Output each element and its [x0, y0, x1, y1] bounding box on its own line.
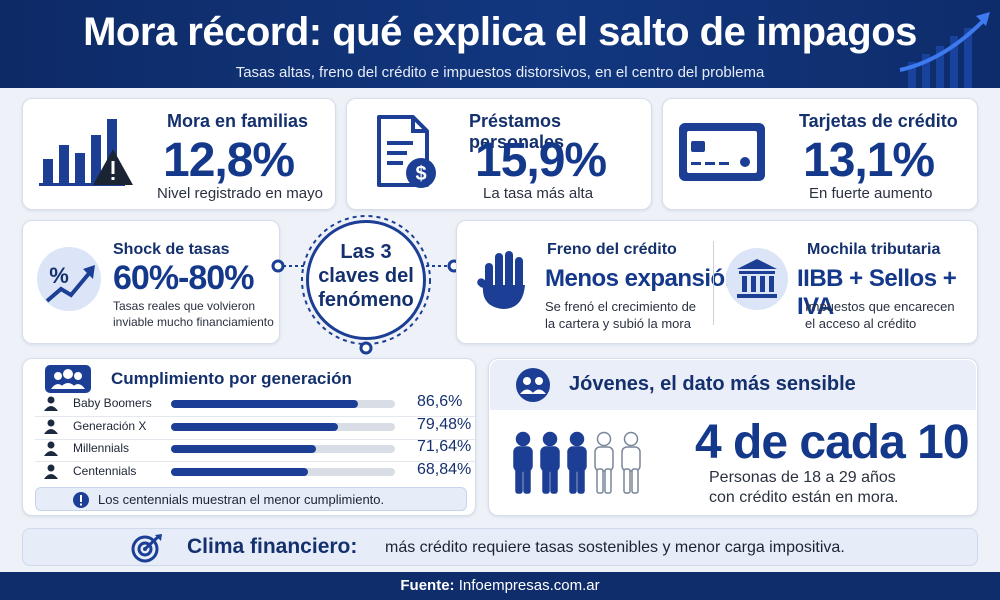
center-text: fenómeno	[318, 289, 414, 311]
person-filled-icon	[513, 431, 533, 494]
generation-row: Millennials 71,64%	[35, 438, 475, 462]
row-divider	[35, 416, 475, 417]
stat-caption: La tasa más alta	[483, 185, 594, 202]
document-dollar-icon: $	[377, 115, 436, 188]
percent-trend-icon: %	[37, 247, 101, 311]
info-icon	[73, 492, 89, 508]
person-icon	[43, 440, 59, 461]
youth-card: Jóvenes, el dato más sensible 4 de cada …	[488, 358, 978, 516]
generations-note-box: Los centennials muestran el menor cumpli…	[35, 487, 467, 511]
generation-name: Millennials	[73, 441, 130, 455]
youth-caption: Personas de 18 a 29 años	[709, 469, 896, 486]
stat-title: Mora en familias	[167, 111, 309, 131]
youth-header	[490, 360, 976, 410]
generation-name: Centennials	[73, 463, 137, 478]
generation-bar-track	[171, 445, 395, 453]
generation-pct: 68,84%	[417, 460, 472, 478]
generation-bar-track	[171, 422, 395, 431]
generation-bar	[171, 400, 358, 408]
stat-title: Préstamos personales	[469, 111, 565, 152]
stat-value: 13,1%	[803, 134, 935, 187]
person-outline-icon	[594, 431, 614, 494]
growth-arrow-icon	[899, 12, 990, 88]
key-value: 60%-80%	[113, 259, 254, 297]
key-value: Menos expansión	[545, 265, 739, 292]
key-value: IIBB + Sellos + IVA	[797, 265, 957, 320]
generations-note: Los centennials muestran el menor cumpli…	[98, 492, 385, 507]
generation-bar	[171, 445, 316, 453]
bank-building-icon	[726, 248, 788, 310]
youth-value: 4 de cada 10	[695, 416, 970, 469]
center-text: claves del	[318, 265, 414, 287]
key-card-rates: % Shock de tasas 60%-80% Tasas reales qu…	[22, 220, 280, 344]
person-icon	[43, 418, 59, 439]
page-title: Mora récord: qué explica el salto de imp…	[83, 10, 917, 54]
climate-label: Clima financiero:	[187, 535, 358, 558]
stat-card-personal-loans: $ Préstamos personales 15,9% La tasa más…	[346, 98, 652, 210]
key-caption: la cartera y subió la mora	[545, 316, 691, 331]
row-divider	[35, 461, 475, 462]
stat-caption: Nivel registrado en mayo	[157, 185, 323, 202]
generation-name: Baby Boomers	[73, 396, 152, 410]
generation-bar	[171, 422, 338, 431]
footer: Fuente: Infoempresas.com.ar	[0, 572, 1000, 600]
footer-label: Fuente:	[400, 577, 455, 594]
stat-title: Tarjetas de crédito	[799, 111, 958, 131]
svg-text:%: %	[49, 263, 69, 288]
card-divider	[713, 241, 714, 325]
center-text: Las 3	[340, 241, 392, 263]
stat-value: 12,8%	[163, 134, 295, 187]
youth-title: Jóvenes, el dato más sensible	[569, 373, 856, 395]
generation-bar-track	[171, 400, 395, 408]
key-title: Shock de tasas	[113, 241, 230, 258]
center-circle: Las 3 claves del fenómeno	[306, 220, 426, 340]
page-subtitle: Tasas altas, freno del crédito e impuest…	[235, 64, 765, 81]
hand-stop-icon	[477, 251, 525, 309]
youth-caption: con crédito están en mora.	[709, 489, 899, 506]
person-filled-icon	[540, 431, 560, 494]
stat-card-families: Mora en familias 12,8% Nivel registrado …	[22, 98, 336, 210]
key-card-credit-taxes: Freno del crédito Menos expansión Se fre…	[456, 220, 978, 344]
svg-text:$: $	[415, 163, 426, 185]
generation-row: Generación X 79,48%	[35, 415, 475, 440]
key-title: Mochila tributaria	[807, 241, 941, 258]
target-icon	[131, 534, 162, 563]
header-banner: Mora récord: qué explica el salto de imp…	[0, 0, 1000, 88]
row-divider	[35, 438, 475, 440]
climate-banner: Clima financiero: más crédito requiere t…	[22, 528, 978, 566]
key-caption: Se frenó el crecimiento de	[545, 299, 697, 314]
bar-chart-warning-icon	[39, 119, 133, 186]
key-caption: inviable mucho financiamiento	[113, 315, 274, 329]
generation-pct: 86,6%	[417, 393, 463, 410]
generation-pct: 79,48%	[417, 415, 472, 433]
credit-card-icon	[679, 123, 765, 181]
generation-pct: 71,64%	[417, 438, 472, 455]
generation-bar	[171, 467, 308, 476]
stat-caption: En fuerte aumento	[809, 185, 933, 202]
key-title: Freno del crédito	[547, 241, 677, 258]
climate-text: más crédito requiere tasas sostenibles y…	[385, 539, 845, 556]
generation-row: Centennials 68,84%	[35, 461, 475, 483]
person-icon	[43, 395, 59, 416]
person-outline-icon	[621, 431, 641, 494]
group-users-icon	[516, 368, 550, 402]
person-icon	[43, 463, 59, 484]
generation-row: Baby Boomers 86,6%	[35, 393, 475, 417]
generations-title: Cumplimiento por generación	[111, 369, 352, 388]
stat-card-credit-cards: Tarjetas de crédito 13,1% En fuerte aume…	[662, 98, 978, 210]
generation-name: Generación X	[73, 418, 147, 433]
key-caption: Impuestos que encarecen	[805, 299, 955, 314]
people-ratio-icon	[513, 431, 641, 494]
footer-source: Infoempresas.com.ar	[458, 577, 600, 594]
generations-card: Cumplimiento por generación Baby Boomers…	[22, 358, 476, 516]
key-caption: el acceso al crédito	[805, 316, 917, 331]
key-caption: Tasas reales que volvieron	[113, 299, 256, 313]
generation-bar-track	[171, 467, 395, 476]
stat-value: 15,9%	[475, 134, 607, 187]
group-users-icon	[45, 365, 91, 393]
person-filled-icon	[567, 431, 587, 494]
